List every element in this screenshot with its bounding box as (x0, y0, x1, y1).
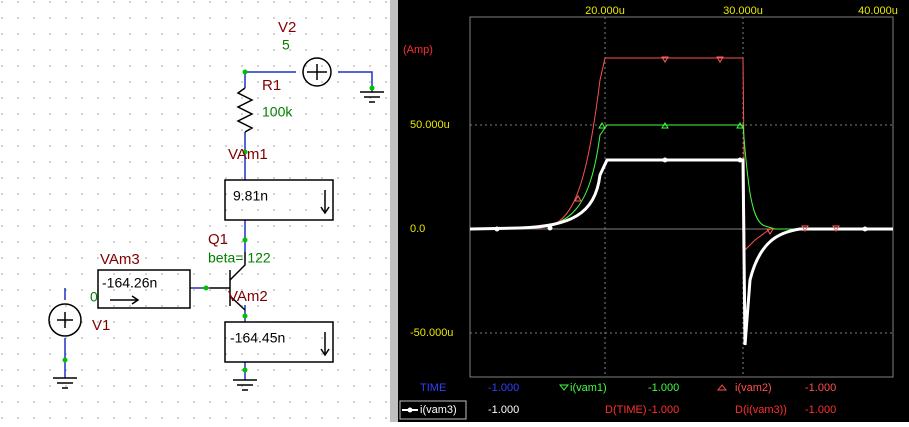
label: V1 (92, 317, 110, 334)
meter-reading: 9.81n (233, 188, 268, 204)
schematic: V2 5 R1 100k VAm1 9.81n Q1 beta= 122 VAm… (0, 0, 390, 422)
label: 5 (282, 37, 290, 53)
legend-value: -1.000 (805, 382, 836, 394)
legend-entry: D(TIME) (605, 404, 647, 416)
label: R1 (262, 77, 281, 94)
legend-entry: D(i(vam3)) (735, 404, 787, 416)
legend: TIME -1.000 i(vam1) -1.000 i(vam2) -1.00… (399, 382, 836, 420)
divider (390, 0, 398, 422)
legend-entry: TIME (420, 382, 446, 394)
label: VAm3 (100, 251, 140, 268)
x-tick-label: 20.000u (585, 5, 625, 17)
y-tick-label: 0.0 (410, 223, 425, 235)
label: VAm2 (228, 288, 268, 305)
y-tick-label: 50.000u (410, 119, 450, 131)
x-tick-label: 40.000u (858, 5, 898, 17)
label: V2 (278, 19, 296, 36)
label: 100k (262, 104, 293, 120)
legend-entry: i(vam1) (570, 382, 607, 394)
legend-value: -1.000 (805, 404, 836, 416)
y-unit: (Amp) (403, 44, 433, 56)
legend-value: -1.000 (648, 382, 679, 394)
legend-selection[interactable] (399, 400, 467, 420)
legend-value: -1.000 (648, 404, 679, 416)
meter-reading: -164.45n (230, 330, 285, 346)
y-tick-label: -50.000u (410, 327, 453, 339)
legend-value: -1.000 (488, 404, 519, 416)
label: beta= 122 (208, 250, 271, 266)
trace-vam3 (469, 158, 893, 346)
x-tick-label: 30.000u (723, 5, 763, 17)
legend-value: -1.000 (488, 382, 519, 394)
legend-marker (558, 384, 570, 391)
label: 0 (90, 289, 98, 305)
label: Q1 (208, 231, 228, 248)
meter-reading: -164.26n (102, 275, 157, 291)
legend-marker (716, 384, 728, 391)
label: VAm1 (228, 146, 268, 163)
legend-entry: i(vam2) (735, 382, 772, 394)
legend-entry[interactable]: i(vam3) (420, 404, 457, 416)
plot: (Amp) 20.000u 30.000u 40.000u 50.000u 0.… (398, 0, 909, 422)
